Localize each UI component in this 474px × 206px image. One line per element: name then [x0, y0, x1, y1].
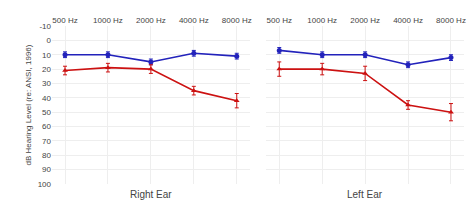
svg-text:2000 Hz: 2000 Hz: [350, 16, 380, 25]
svg-text:50: 50: [42, 108, 51, 117]
svg-text:8000 Hz: 8000 Hz: [436, 16, 466, 25]
svg-text:4000 Hz: 4000 Hz: [179, 16, 209, 25]
svg-text:4000 Hz: 4000 Hz: [393, 16, 423, 25]
svg-text:dB Hearing Level (re: ANSI, 19: dB Hearing Level (re: ANSI, 1996): [24, 44, 33, 165]
svg-text:0: 0: [47, 36, 52, 45]
svg-text:20: 20: [42, 65, 51, 74]
svg-text:500 Hz: 500 Hz: [267, 16, 292, 25]
svg-text:40: 40: [42, 94, 51, 103]
svg-text:10: 10: [42, 51, 51, 60]
svg-text:Right Ear: Right Ear: [130, 189, 172, 200]
svg-text:70: 70: [42, 137, 51, 146]
svg-text:30: 30: [42, 79, 51, 88]
svg-text:1000 Hz: 1000 Hz: [93, 16, 123, 25]
svg-text:500 Hz: 500 Hz: [52, 16, 77, 25]
svg-text:2000 Hz: 2000 Hz: [136, 16, 166, 25]
svg-text:60: 60: [42, 122, 51, 131]
svg-text:8000 Hz: 8000 Hz: [222, 16, 252, 25]
svg-text:100: 100: [38, 180, 52, 189]
svg-text:90: 90: [42, 165, 51, 174]
svg-text:1000 Hz: 1000 Hz: [307, 16, 337, 25]
svg-text:80: 80: [42, 151, 51, 160]
svg-text:Left Ear: Left Ear: [347, 189, 383, 200]
svg-text:-10: -10: [39, 22, 51, 31]
